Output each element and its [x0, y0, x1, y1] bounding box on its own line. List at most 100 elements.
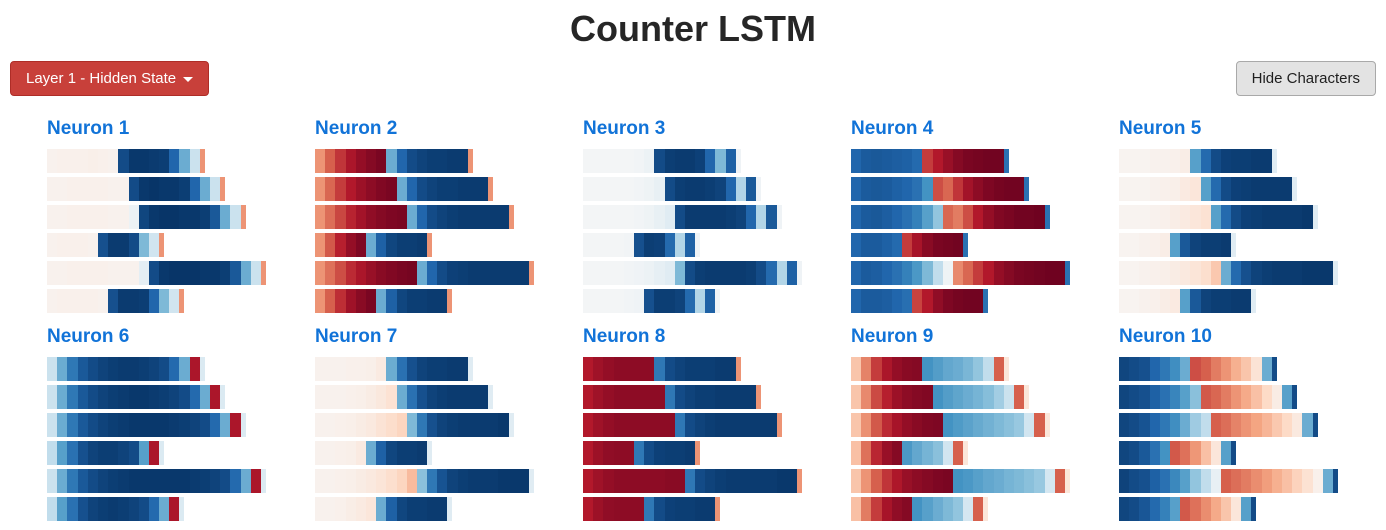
activation-cell [138, 177, 149, 201]
activation-cell [613, 441, 624, 465]
activation-cell [786, 469, 797, 493]
activation-cell [695, 497, 706, 521]
activation-cell [1231, 357, 1242, 381]
activation-cell [715, 205, 726, 229]
activation-cell [1149, 441, 1160, 465]
activation-cell [1129, 289, 1140, 313]
activation-cell [644, 413, 655, 437]
activation-cell [325, 413, 336, 437]
delimiter-cell [508, 413, 514, 437]
activation-cell [583, 289, 594, 313]
activation-cell [437, 385, 448, 409]
activation-cell [148, 177, 160, 201]
activation-cell [952, 233, 964, 257]
neuron-title-6[interactable]: Neuron 6 [47, 326, 130, 347]
activation-cell [664, 177, 675, 201]
activation-cell [199, 469, 210, 493]
layer-dropdown-label: Layer 1 - Hidden State [26, 70, 177, 87]
activation-cell [684, 357, 696, 381]
activation-cell [593, 357, 604, 381]
activation-cell [922, 149, 933, 173]
activation-cell [118, 357, 129, 381]
activation-cell [684, 469, 696, 493]
activation-cell [77, 385, 88, 409]
neuron-panel-6: Neuron 6 [47, 327, 315, 521]
activation-cell [593, 205, 604, 229]
activation-cell [942, 177, 953, 201]
activation-cell [1003, 205, 1014, 229]
activation-cell [1292, 413, 1303, 437]
activation-cell [159, 413, 170, 437]
neuron-title-10[interactable]: Neuron 10 [1119, 326, 1212, 347]
hide-characters-button[interactable]: Hide Characters [1235, 61, 1376, 96]
activation-cell [583, 469, 594, 493]
activation-cell [644, 177, 655, 201]
neuron-title-3[interactable]: Neuron 3 [583, 118, 666, 139]
activation-cell [345, 233, 356, 257]
activation-cell [169, 205, 180, 229]
activation-cell [365, 289, 377, 313]
neuron-title-5[interactable]: Neuron 5 [1119, 118, 1202, 139]
activation-cell [376, 469, 387, 493]
delimiter-cell [1312, 205, 1318, 229]
activation-cell [1139, 289, 1150, 313]
activation-cell [735, 261, 746, 285]
activation-cell [1180, 205, 1191, 229]
layer-dropdown-button[interactable]: Layer 1 - Hidden State [10, 61, 210, 96]
activation-cell [1241, 289, 1252, 313]
activation-cell [447, 177, 458, 201]
activation-cell [47, 469, 58, 493]
activation-cell [478, 413, 489, 437]
activation-cell [1129, 205, 1140, 229]
activation-cell [674, 205, 685, 229]
delimiter-cell [735, 149, 741, 173]
sequence-row-6 [1119, 289, 1386, 313]
neuron-title-2[interactable]: Neuron 2 [315, 118, 398, 139]
activation-cell [952, 497, 964, 521]
activation-cell [199, 205, 210, 229]
activation-cell [1014, 177, 1025, 201]
activation-cell [891, 289, 902, 313]
activation-cell [416, 177, 428, 201]
activation-cell [386, 233, 397, 257]
activation-cell [922, 205, 933, 229]
activation-cell [746, 261, 757, 285]
activation-cell [1220, 357, 1232, 381]
activation-cell [1159, 357, 1170, 381]
neuron-title-7[interactable]: Neuron 7 [315, 326, 398, 347]
activation-cell [77, 177, 88, 201]
activation-cell [861, 261, 872, 285]
neuron-title-8[interactable]: Neuron 8 [583, 326, 666, 347]
activation-cell [179, 357, 190, 381]
activation-cell [1169, 289, 1181, 313]
activation-cell [335, 385, 346, 409]
activation-cell [345, 149, 356, 173]
activation-cell [1149, 149, 1160, 173]
neuron-title-9[interactable]: Neuron 9 [851, 326, 934, 347]
activation-cell [67, 233, 78, 257]
activation-cell [1129, 261, 1140, 285]
delimiter-cell [260, 469, 266, 493]
activation-cell [644, 205, 655, 229]
activation-cell [1190, 205, 1201, 229]
delimiter-cell [1064, 469, 1070, 493]
delimiter-cell [776, 205, 782, 229]
neuron-title-4[interactable]: Neuron 4 [851, 118, 934, 139]
activation-cell [87, 413, 98, 437]
activation-cell [983, 357, 994, 381]
activation-cell [932, 357, 943, 381]
sequence-row-4 [851, 441, 1119, 465]
activation-cell [1292, 469, 1303, 493]
activation-cell [973, 497, 984, 521]
activation-cell [57, 233, 68, 257]
activation-cell [623, 469, 634, 493]
activation-cell [1200, 413, 1211, 437]
activation-cell [932, 413, 943, 437]
activation-cell [179, 469, 190, 493]
neuron-title-1[interactable]: Neuron 1 [47, 118, 130, 139]
activation-cell [47, 497, 58, 521]
activation-cell [644, 289, 655, 313]
activation-cell [1282, 261, 1293, 285]
activation-cell [1322, 261, 1333, 285]
activation-cell [705, 205, 716, 229]
